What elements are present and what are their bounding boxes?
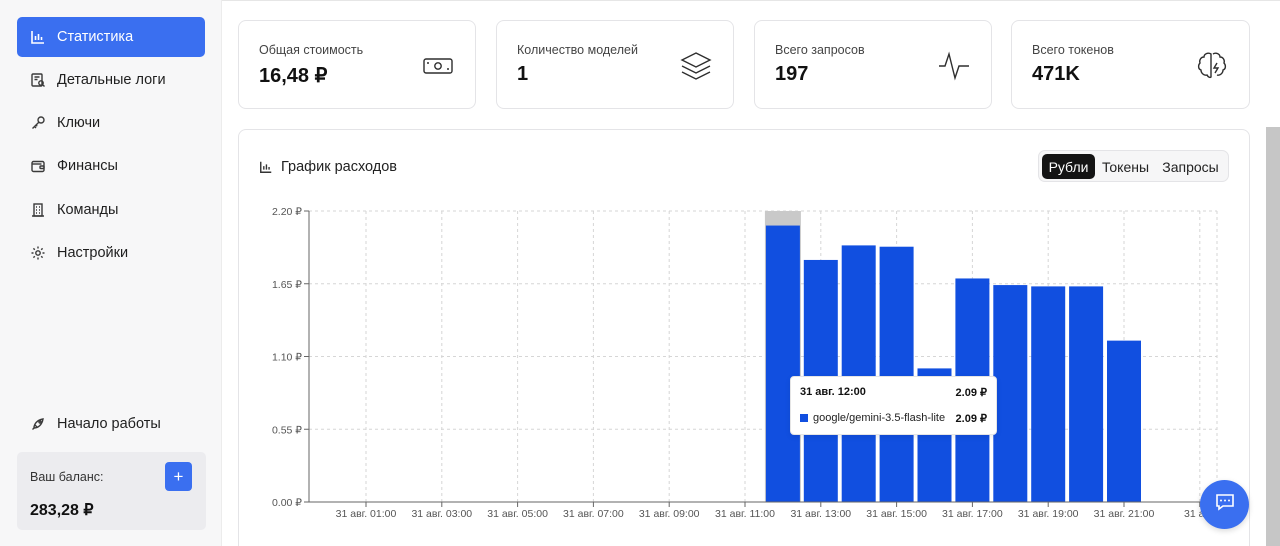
sidebar: Статистика Детальные логи Ключи Финансы …	[0, 0, 222, 546]
chart-title-text: График расходов	[281, 159, 398, 175]
stat-card-total-cost: Общая стоимость 16,48 ₽	[238, 20, 476, 109]
x-tick-label: 31 авг. 17:00	[942, 508, 1003, 520]
metric-toggle: Рубли Токены Запросы	[1038, 150, 1229, 182]
balance-card: Ваш баланс: 283,28 ₽ +	[17, 452, 206, 530]
stat-value: 1	[517, 63, 529, 85]
stat-title: Всего токенов	[1032, 43, 1114, 57]
x-tick-label: 31 авг. 21:00	[1094, 508, 1155, 520]
bar-chart-icon	[29, 28, 47, 46]
gear-icon	[29, 244, 47, 262]
x-tick-label: 31 авг. 13:00	[790, 508, 851, 520]
rocket-icon	[29, 415, 47, 433]
x-tick-label: 31 авг. 03:00	[411, 508, 472, 520]
x-tick-label: 31 авг. 05:00	[487, 508, 548, 520]
y-tick-label: 0.55 ₽	[272, 424, 302, 436]
sidebar-item-settings[interactable]: Настройки	[17, 233, 205, 273]
bar	[1107, 340, 1141, 502]
y-tick-label: 0.00 ₽	[272, 497, 302, 509]
bar	[1069, 286, 1104, 502]
tooltip-header: 31 авг. 12:00	[800, 386, 866, 398]
sidebar-item-label: Ключи	[57, 115, 101, 131]
stat-title: Количество моделей	[517, 43, 638, 57]
stat-value: 197	[775, 63, 809, 85]
add-balance-button[interactable]: +	[165, 462, 192, 491]
bar	[841, 245, 876, 502]
key-icon	[29, 114, 47, 132]
sidebar-item-label: Статистика	[57, 29, 134, 45]
wallet-icon	[29, 157, 47, 175]
segment-rubles[interactable]: Рубли	[1042, 154, 1095, 179]
tooltip-series-name: google/gemini-3.5-flash-lite	[813, 412, 946, 424]
stat-card-total-requests: Всего запросов 197	[754, 20, 992, 109]
activity-icon	[937, 49, 971, 83]
segment-requests[interactable]: Запросы	[1162, 158, 1219, 175]
stat-title: Всего запросов	[775, 43, 865, 57]
stat-card-models-count: Количество моделей 1	[496, 20, 734, 109]
y-tick-label: 2.20 ₽	[272, 206, 302, 218]
getting-started-label: Начало работы	[57, 416, 161, 432]
chat-bubble-icon	[1214, 491, 1236, 518]
y-tick-label: 1.10 ₽	[272, 352, 302, 364]
banknote-icon	[421, 49, 455, 83]
page-scrollbar[interactable]	[1266, 127, 1280, 546]
stat-value: 16,48 ₽	[259, 65, 328, 87]
stat-value: 471K	[1032, 63, 1080, 85]
brain-icon	[1195, 49, 1229, 83]
bar	[765, 225, 800, 503]
segment-tokens[interactable]: Токены	[1101, 158, 1150, 175]
x-tick-label: 31 авг. 11:00	[715, 508, 775, 520]
stat-card-total-tokens: Всего токенов 471K	[1011, 20, 1250, 109]
layers-icon	[679, 49, 713, 83]
chart-tooltip: 31 авг. 12:00 2.09 ₽ google/gemini-3.5-f…	[790, 376, 997, 435]
x-tick-label: 31 авг. 01:00	[336, 508, 397, 520]
building-icon	[29, 201, 47, 219]
tooltip-header-value: 2.09 ₽	[955, 387, 987, 399]
sidebar-item-label: Детальные логи	[57, 72, 166, 88]
tooltip-series-swatch	[800, 414, 808, 422]
sidebar-item-finance[interactable]: Финансы	[17, 146, 205, 186]
tooltip-series-value: 2.09 ₽	[955, 413, 987, 425]
top-divider	[222, 0, 1280, 1]
y-tick-label: 1.65 ₽	[272, 279, 302, 291]
sidebar-item-detailed-logs[interactable]: Детальные логи	[17, 60, 205, 100]
chat-support-button[interactable]	[1200, 480, 1249, 529]
x-tick-label: 31 авг. 09:00	[639, 508, 700, 520]
balance-value: 283,28 ₽	[30, 502, 94, 519]
sidebar-item-keys[interactable]: Ключи	[17, 103, 205, 143]
receipt-search-icon	[29, 71, 47, 89]
sidebar-item-label: Команды	[57, 202, 119, 218]
chart-title: График расходов	[259, 159, 397, 175]
stat-title: Общая стоимость	[259, 43, 364, 57]
sidebar-item-label: Настройки	[57, 245, 129, 261]
bar-chart-icon	[259, 160, 273, 174]
x-tick-label: 31 авг. 07:00	[563, 508, 624, 520]
bar	[879, 246, 914, 502]
sidebar-item-statistics[interactable]: Статистика	[17, 17, 205, 57]
sidebar-item-label: Финансы	[57, 158, 118, 174]
getting-started-link[interactable]: Начало работы	[17, 404, 205, 444]
bar	[993, 285, 1028, 502]
sidebar-item-teams[interactable]: Команды	[17, 190, 205, 230]
x-tick-label: 31 авг. 19:00	[1018, 508, 1079, 520]
bar	[1031, 286, 1066, 502]
x-tick-label: 31 авг. 15:00	[866, 508, 927, 520]
balance-label: Ваш баланс:	[30, 470, 104, 484]
